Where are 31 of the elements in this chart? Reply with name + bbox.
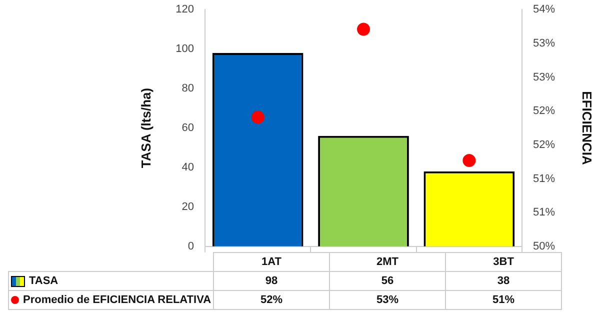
- y-tick-label: 120: [176, 4, 194, 16]
- y-tick-label: 100: [176, 43, 194, 56]
- legend-label: Promedio de EFICIENCIA RELATIVA: [8, 290, 214, 310]
- data-label: 52%: [214, 290, 330, 310]
- y-tick-label: 40: [182, 162, 194, 174]
- x-tick-label: 1AT: [214, 252, 330, 272]
- data-label: 51%: [446, 290, 562, 310]
- point: [462, 154, 476, 167]
- y2-tick-label: 51%: [533, 172, 556, 185]
- x-tick-label: 2MT: [330, 252, 446, 272]
- y2-tick-label: 54%: [533, 4, 556, 16]
- data-label: 98: [214, 272, 330, 290]
- y2-axis-title: EFICIENCIA: [580, 91, 595, 166]
- y-tick-label: 20: [182, 200, 194, 213]
- y2-tick-label: 53%: [533, 37, 556, 50]
- legend-label: TASA: [8, 272, 214, 290]
- y2-tick-label: 53%: [533, 71, 556, 84]
- y2-tick-label: 51%: [533, 206, 556, 219]
- data-label: 38: [446, 272, 562, 290]
- x-tick-label: 3BT: [446, 252, 562, 272]
- y-tick-label: 80: [182, 82, 194, 95]
- y2-tick-label: 52%: [533, 138, 556, 151]
- y-tick-label: 60: [182, 122, 194, 134]
- y2-tick-label: 50%: [533, 240, 556, 252]
- y-axis-title: TASA (lts/ha): [138, 88, 154, 168]
- point: [251, 110, 264, 124]
- y2-tick-label: 52%: [533, 105, 556, 118]
- data-label: 53%: [330, 290, 446, 310]
- point: [357, 22, 370, 36]
- y-tick-label: 0: [188, 240, 194, 252]
- data-label: 56: [330, 272, 446, 290]
